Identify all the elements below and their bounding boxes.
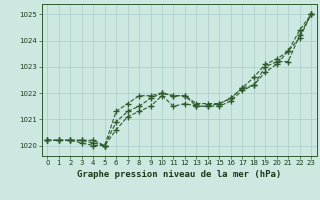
X-axis label: Graphe pression niveau de la mer (hPa): Graphe pression niveau de la mer (hPa) (77, 170, 281, 179)
